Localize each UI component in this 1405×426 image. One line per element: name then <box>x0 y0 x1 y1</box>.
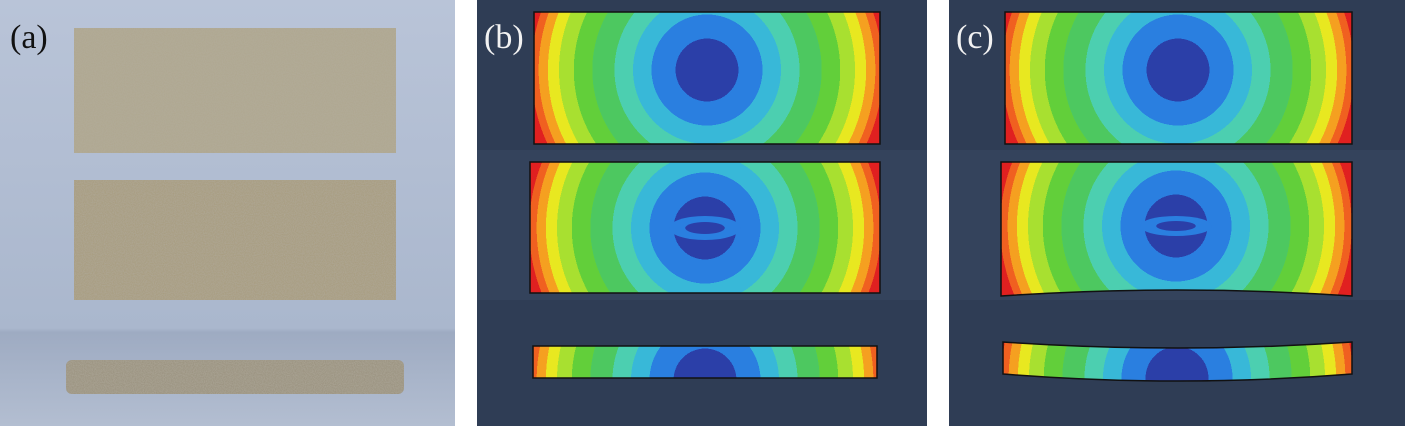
specimen <box>66 360 404 394</box>
panel-label: (a) <box>10 19 48 56</box>
contour-plate <box>1004 11 1353 145</box>
panel-b <box>477 0 927 426</box>
contour-plate <box>533 11 881 145</box>
panel-label: (c) <box>956 19 994 56</box>
specimen <box>74 28 396 153</box>
specimen <box>74 180 396 300</box>
contour-plate <box>532 345 878 379</box>
contour-core <box>685 222 725 234</box>
panel-label: (b) <box>484 19 524 56</box>
contour-plate <box>1002 341 1353 382</box>
panel-c <box>949 0 1405 426</box>
contour-core <box>1156 221 1196 231</box>
panel-a: (a) <box>0 0 455 426</box>
labels: (b) (c) <box>484 19 994 56</box>
